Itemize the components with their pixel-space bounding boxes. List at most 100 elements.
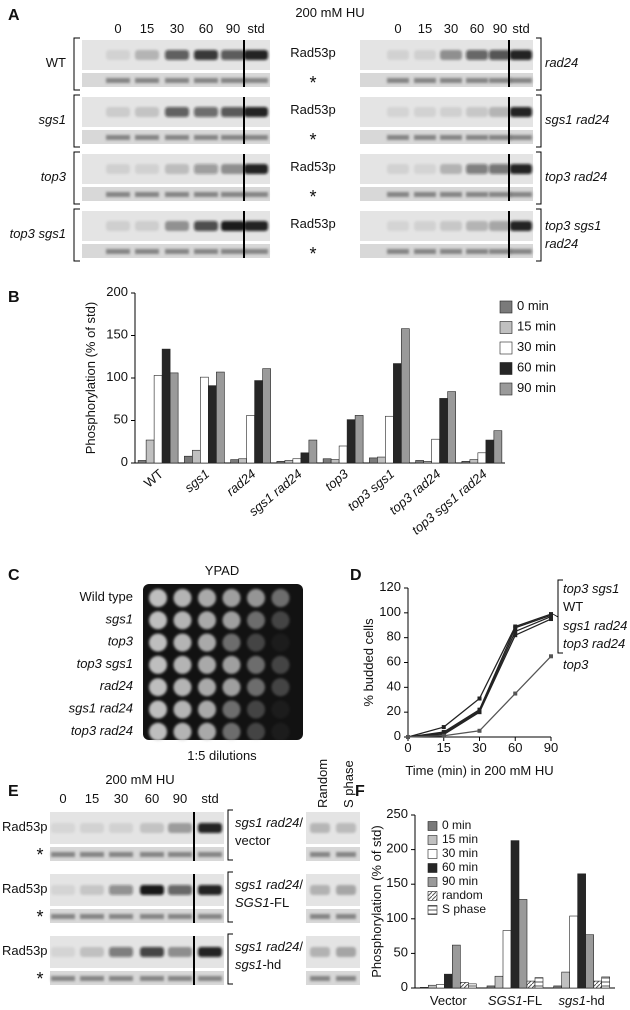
bracket bbox=[73, 94, 80, 148]
x-tick-label: sgs1-hd bbox=[559, 993, 605, 1008]
blot-background bbox=[50, 812, 224, 844]
bar bbox=[447, 391, 456, 464]
loading-band bbox=[466, 192, 488, 197]
point-marker bbox=[513, 625, 518, 630]
colony-spot bbox=[247, 700, 265, 719]
loading-strip bbox=[306, 971, 360, 985]
band bbox=[198, 823, 222, 833]
bar bbox=[308, 439, 318, 464]
loading-band bbox=[387, 249, 409, 254]
band bbox=[466, 221, 488, 231]
lane-label: 15 bbox=[418, 21, 432, 36]
loading-band bbox=[466, 249, 488, 254]
band bbox=[310, 885, 330, 895]
loading-band bbox=[140, 976, 164, 981]
bar bbox=[401, 328, 410, 464]
colony-spot bbox=[271, 722, 290, 741]
bar bbox=[518, 899, 528, 989]
colony-spot bbox=[247, 633, 265, 652]
bar bbox=[561, 971, 570, 989]
band bbox=[310, 823, 330, 833]
y-axis-title: Phosphorylation (% of std) bbox=[369, 825, 384, 977]
colony-spot bbox=[149, 678, 167, 697]
bar bbox=[346, 419, 356, 464]
legend-label: 15 min bbox=[442, 832, 478, 846]
bracket bbox=[227, 809, 233, 861]
protein-label: Rad53p bbox=[2, 881, 48, 896]
bar bbox=[485, 439, 495, 464]
loading-band bbox=[109, 852, 133, 857]
band bbox=[510, 164, 532, 174]
panel-label: D bbox=[350, 567, 362, 584]
bar bbox=[200, 376, 209, 464]
y-tick-label: 120 bbox=[379, 579, 401, 594]
band bbox=[387, 164, 409, 174]
colony-spot bbox=[222, 722, 241, 741]
colony-spot bbox=[149, 633, 167, 652]
bar bbox=[330, 459, 340, 464]
colony-spot bbox=[271, 633, 290, 652]
colony-spot bbox=[247, 722, 265, 741]
construct-label: sgs1 rad24/ bbox=[235, 939, 303, 954]
bar bbox=[461, 460, 471, 464]
bar bbox=[428, 984, 437, 989]
bar bbox=[137, 460, 147, 464]
legend-swatch bbox=[427, 905, 438, 915]
bar bbox=[468, 983, 477, 989]
band bbox=[168, 885, 192, 895]
loading-band bbox=[440, 135, 462, 140]
bar bbox=[502, 930, 512, 989]
legend-label: 60 min bbox=[517, 360, 556, 375]
loading-band bbox=[135, 192, 159, 197]
loading-marker: * bbox=[309, 73, 316, 93]
bar bbox=[300, 452, 310, 464]
loading-band bbox=[489, 192, 511, 197]
bar bbox=[469, 459, 479, 464]
colony-spot bbox=[247, 611, 265, 630]
loading-band bbox=[387, 135, 409, 140]
loading-band bbox=[106, 249, 130, 254]
blot-background bbox=[50, 874, 224, 906]
band bbox=[221, 50, 245, 60]
bracket bbox=[227, 871, 233, 923]
loading-strip bbox=[50, 909, 224, 923]
lane-label: 0 bbox=[59, 791, 66, 806]
lane-label: 30 bbox=[170, 21, 184, 36]
loading-band bbox=[221, 78, 245, 83]
bracket bbox=[227, 933, 233, 985]
band bbox=[135, 221, 159, 231]
band bbox=[80, 823, 104, 833]
strain-label: WT bbox=[46, 55, 66, 70]
bar bbox=[569, 915, 578, 989]
bar bbox=[444, 973, 453, 989]
point-marker bbox=[477, 710, 482, 715]
band bbox=[244, 107, 268, 117]
band bbox=[135, 50, 159, 60]
band bbox=[244, 164, 268, 174]
loading-band bbox=[221, 135, 245, 140]
lane-label: 90 bbox=[493, 21, 507, 36]
strain-label: top3 sgs1 bbox=[545, 218, 601, 233]
x-tick-label: 30 bbox=[472, 740, 486, 755]
band bbox=[489, 50, 511, 60]
band bbox=[244, 221, 268, 231]
point-marker bbox=[513, 629, 518, 634]
y-axis-title: Phosphorylation (% of std) bbox=[83, 302, 98, 454]
point-marker bbox=[477, 696, 482, 701]
colony-spot bbox=[149, 700, 167, 719]
loading-band bbox=[510, 135, 532, 140]
y-tick-label: 50 bbox=[114, 412, 128, 427]
band bbox=[198, 947, 222, 957]
band bbox=[198, 885, 222, 895]
x-tick-label: SGS1-FL bbox=[488, 993, 542, 1008]
lane-label: 0 bbox=[114, 21, 121, 36]
loading-band bbox=[510, 78, 532, 83]
construct-label: sgs1 rad24/ bbox=[235, 877, 303, 892]
lane-label: 30 bbox=[114, 791, 128, 806]
bar bbox=[284, 460, 294, 464]
loading-band bbox=[489, 249, 511, 254]
band bbox=[106, 164, 130, 174]
loading-band bbox=[51, 914, 75, 919]
